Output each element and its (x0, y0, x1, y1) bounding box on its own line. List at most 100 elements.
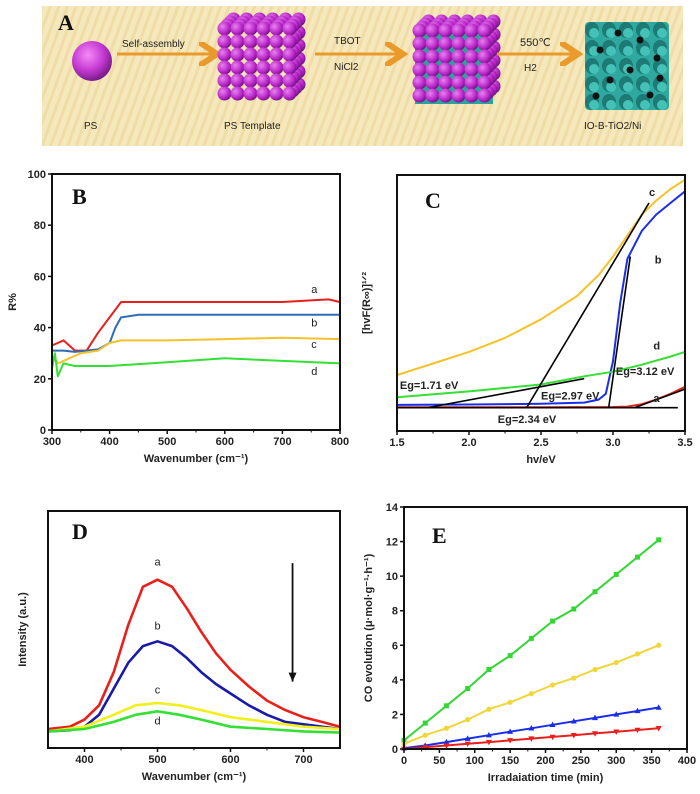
panel-e-marker-green (592, 589, 598, 595)
chart-b-reflectance: 300 400 500 600 700 800 0 20 40 60 80 100 Wavenumber… (7, 169, 349, 465)
panel-e-marker-yellow (571, 675, 577, 681)
ps-bead (477, 49, 492, 64)
panel-e-marker-blue (613, 711, 620, 717)
ps-bead (477, 88, 492, 103)
panel-e-marker-yellow (656, 642, 662, 648)
scheme-background (42, 6, 683, 146)
ps-bead (425, 49, 440, 64)
ni-nanoparticle (614, 29, 622, 37)
panel-c-eg-annotation: Eg=3.12 eV (616, 366, 675, 378)
panel-d-x-tick-label: 700 (294, 754, 312, 766)
ps-bead (412, 49, 427, 64)
panel-e-marker-red (592, 731, 599, 737)
panel-c-x-axis-label: hv/eV (526, 454, 556, 466)
panel-e-marker-red (570, 732, 577, 739)
panel-b-series-b (52, 313, 340, 353)
panel-c-series-b (396, 190, 686, 406)
panel-e-marker-blue (549, 721, 556, 727)
pore-highlight (589, 46, 599, 56)
ps-bead (451, 49, 466, 64)
ps-bead (282, 21, 297, 36)
panel-d-y-axis-label: Intensity (a.u.) (17, 592, 29, 667)
chart-c-tauc-plot: 1.5 2.0 2.5 3.0 3.5 hv/eV [hvF(R∞)]¹ᐟ² C Eg=1.71… (361, 174, 693, 466)
ps-bead (412, 36, 427, 51)
panel-e-marker-yellow (443, 725, 450, 731)
panel-b-series-a (51, 298, 341, 352)
ps-bead (243, 34, 258, 49)
panel-e-x-tick-label: 100 (466, 755, 484, 767)
panel-c-letter: C (425, 188, 441, 213)
panel-b-x-axis-label: Wavenumber (cm⁻¹) (144, 453, 249, 465)
panel-e-marker-blue (655, 704, 662, 710)
pore-highlight (657, 28, 667, 38)
ni-nanoparticle (626, 66, 634, 74)
pore-highlight (640, 28, 650, 38)
panel-e-y-tick-label: 0 (392, 744, 398, 756)
ps-bead (477, 75, 492, 90)
pore-highlight (640, 46, 650, 56)
ps-bead (464, 88, 479, 103)
ps-sphere-icon (72, 41, 112, 81)
panel-e-x-tick-label: 200 (536, 755, 554, 767)
panel-b-series-c (51, 336, 341, 365)
panel-c-eg-annotation: Eg=2.97 eV (541, 391, 600, 403)
panel-b-series-d (51, 352, 341, 378)
pore-highlight (657, 82, 667, 92)
panel-e-marker-green (507, 653, 513, 659)
pore-highlight (640, 64, 650, 74)
panel-c-x-tick-label: 1.5 (389, 437, 404, 449)
panel-e-marker-yellow (528, 691, 534, 697)
panel-c-curve-label: a (653, 393, 660, 405)
ps-bead (438, 49, 453, 64)
arrow-label-tbot: TBOT (334, 36, 361, 47)
panel-e-marker-red (613, 729, 620, 735)
arrow-label-self-assembly: Self-assembly (122, 39, 185, 50)
panel-e-marker-green (422, 720, 428, 726)
panel-c-series-c (396, 178, 686, 377)
ps-bead (230, 60, 245, 75)
panel-e-marker-red (443, 743, 450, 749)
panel-d-letter: D (72, 519, 88, 544)
ps-bead (425, 75, 440, 90)
pore-highlight (589, 82, 599, 92)
ps-bead (412, 23, 427, 38)
panel-e-marker-blue (485, 731, 492, 738)
ps-bead (451, 36, 466, 51)
ni-nanoparticle (596, 46, 604, 54)
ps-bead (217, 73, 232, 88)
panel-e-x-tick-label: 300 (607, 755, 625, 767)
ps-bead (438, 75, 453, 90)
ps-bead (425, 88, 440, 103)
pore-highlight (623, 100, 633, 110)
pore-highlight (606, 64, 616, 74)
ps-bead (243, 60, 258, 75)
ps-bead (217, 34, 232, 49)
ps-bead (425, 62, 440, 77)
panel-b-curve-label: d (311, 366, 317, 378)
panel-e-marker-blue (528, 725, 535, 731)
ps-template-cube-icon (217, 12, 306, 101)
ni-nanoparticle (606, 76, 614, 84)
panel-b-x-tick-label: 700 (273, 436, 291, 448)
panel-d-x-tick-label: 400 (75, 754, 93, 766)
ps-bead (243, 73, 258, 88)
panel-e-marker-green (634, 554, 640, 560)
ps-bead (438, 23, 453, 38)
panel-e-marker-yellow (549, 682, 556, 688)
panel-e-marker-yellow (634, 651, 641, 657)
ps-bead (451, 88, 466, 103)
ps-bead (217, 21, 232, 36)
panel-c-y-axis-label: [hvF(R∞)]¹ᐟ² (361, 272, 373, 334)
ps-bead (256, 86, 271, 101)
ps-bead (412, 88, 427, 103)
panel-d-curve-label: b (154, 621, 160, 633)
ps-bead (230, 47, 245, 62)
panel-d-series-c (47, 701, 341, 733)
panel-e-marker-blue (634, 707, 641, 714)
pore-highlight (623, 46, 633, 56)
panel-b-x-tick-label: 400 (100, 436, 118, 448)
pore-highlight (606, 28, 616, 38)
panel-e-marker-red (422, 745, 429, 751)
panel-e-marker-red (549, 734, 556, 741)
panel-b-x-tick-label: 300 (43, 436, 61, 448)
